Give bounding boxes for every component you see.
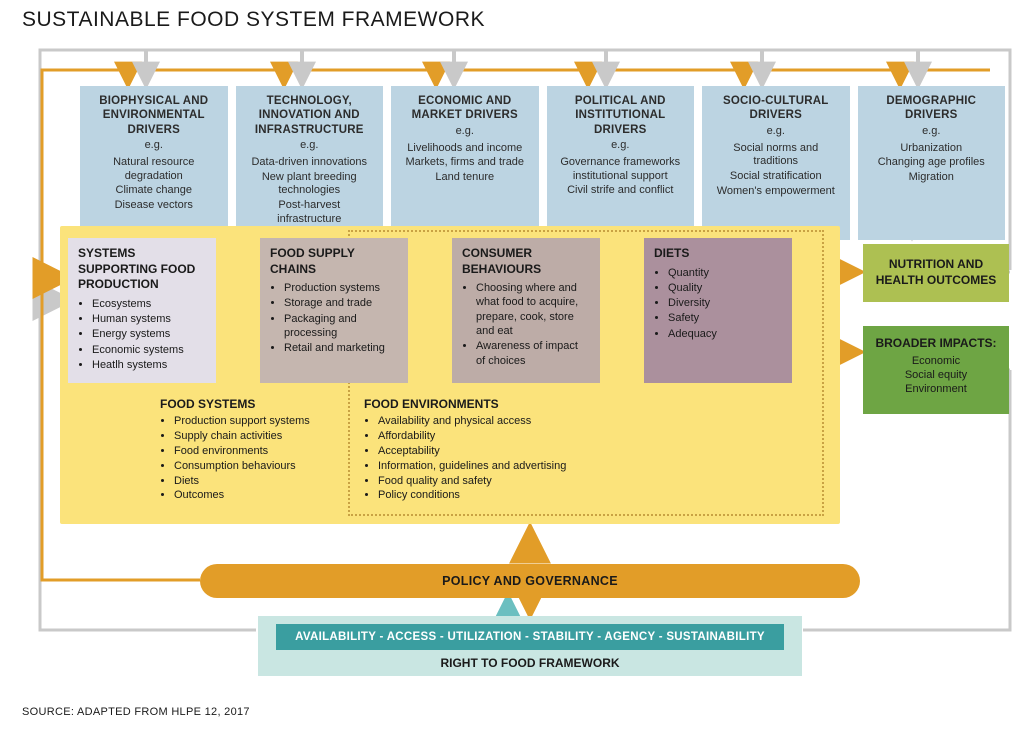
driver-item: Social norms and traditions — [712, 142, 840, 170]
driver-title: TECHNOLOGY, INNOVATION AND INFRASTRUCTUR… — [246, 94, 374, 137]
list-item: Ecosystems — [92, 297, 206, 311]
list-item: Policy conditions — [378, 488, 624, 503]
driver-item: Climate change — [90, 184, 218, 198]
rtf-label: RIGHT TO FOOD FRAMEWORK — [258, 656, 802, 670]
list-item: Information, guidelines and advertising — [378, 459, 624, 474]
driver-item: Disease vectors — [90, 199, 218, 213]
driver-item: Post-harvest infrastructure — [246, 199, 374, 227]
list-item: Packaging and processing — [284, 312, 398, 341]
broader-item: Social equity — [873, 368, 999, 382]
driver-item: New plant breeding technologies — [246, 171, 374, 199]
box-nutrition-health-outcomes: NUTRITION AND HEALTH OUTCOMES — [863, 244, 1009, 302]
source-credit: SOURCE: ADAPTED FROM HLPE 12, 2017 — [22, 706, 250, 718]
driver-item: Data-driven innovations — [246, 156, 374, 170]
chain-row: SYSTEMS SUPPORTING FOOD PRODUCTION Ecosy… — [68, 238, 792, 383]
list-item: Heatlh systems — [92, 358, 206, 372]
driver-item: Women's empowerment — [712, 185, 840, 199]
list-item: Production systems — [284, 281, 398, 295]
list-item: Energy systems — [92, 327, 206, 341]
box-title: CONSUMER BEHAVIOURS — [462, 246, 590, 277]
eg-label: e.g. — [246, 139, 374, 153]
list-item: Quantity — [668, 266, 782, 280]
driver-title: ECONOMIC AND MARKET DRIVERS — [401, 94, 529, 123]
list-item: Adequacy — [668, 327, 782, 341]
list-item: Acceptability — [378, 444, 624, 459]
driver-item: Land tenure — [401, 171, 529, 185]
rtf-principles-bar: AVAILABILITY - ACCESS - UTILIZATION - ST… — [276, 624, 784, 650]
eg-label: e.g. — [557, 139, 685, 153]
list-item: Awareness of impact of choices — [476, 339, 590, 368]
list-title: FOOD SYSTEMS — [160, 396, 340, 412]
eg-label: e.g. — [401, 125, 529, 139]
list-item: Safety — [668, 311, 782, 325]
box-title: SYSTEMS SUPPORTING FOOD PRODUCTION — [78, 246, 206, 293]
list-item: Human systems — [92, 312, 206, 326]
list-item: Supply chain activities — [174, 429, 340, 444]
box-title: BROADER IMPACTS: — [873, 336, 999, 352]
list-item: Outcomes — [174, 488, 340, 503]
list-item: Food quality and safety — [378, 474, 624, 489]
drivers-row: BIOPHYSICAL AND ENVIRONMENTAL DRIVERS e.g… — [80, 86, 1005, 240]
driver-box: BIOPHYSICAL AND ENVIRONMENTAL DRIVERS e.g… — [80, 86, 228, 240]
food-environments-list: FOOD ENVIRONMENTS Availability and physi… — [364, 396, 624, 503]
driver-title: SOCIO-CULTURAL DRIVERS — [712, 94, 840, 123]
driver-box: POLITICAL AND INSTITUTIONAL DRIVERS e.g. G… — [547, 86, 695, 240]
eg-label: e.g. — [90, 139, 218, 153]
policy-governance-bar: POLICY AND GOVERNANCE — [200, 564, 860, 598]
box-title: DIETS — [654, 246, 782, 262]
food-systems-list: FOOD SYSTEMS Production support systemsS… — [160, 396, 340, 503]
driver-title: DEMOGRAPHIC DRIVERS — [868, 94, 996, 123]
list-item: Affordability — [378, 429, 624, 444]
list-item: Diets — [174, 474, 340, 489]
driver-item: Changing age profiles — [868, 156, 996, 170]
list-item: Quality — [668, 281, 782, 295]
box-title: FOOD SUPPLY CHAINS — [270, 246, 398, 277]
driver-box: SOCIO-CULTURAL DRIVERS e.g. Social norms a… — [702, 86, 850, 240]
eg-label: e.g. — [868, 125, 996, 139]
driver-box: DEMOGRAPHIC DRIVERS e.g. UrbanizationChang… — [858, 86, 1006, 240]
right-to-food-framework: AVAILABILITY - ACCESS - UTILIZATION - ST… — [258, 616, 802, 676]
driver-item: Governance frameworks institutional supp… — [557, 156, 685, 184]
list-item: Retail and marketing — [284, 341, 398, 355]
list-item: Food environments — [174, 444, 340, 459]
list-item: Choosing where and what food to acquire,… — [476, 281, 590, 338]
list-item: Economic systems — [92, 343, 206, 357]
box-systems-supporting-production: SYSTEMS SUPPORTING FOOD PRODUCTION Ecosy… — [68, 238, 216, 383]
box-food-supply-chains: FOOD SUPPLY CHAINS Production systemsSto… — [260, 238, 408, 383]
box-consumer-behaviours: CONSUMER BEHAVIOURS Choosing where and w… — [452, 238, 600, 383]
broader-item: Environment — [873, 382, 999, 396]
list-item: Production support systems — [174, 414, 340, 429]
driver-item: Urbanization — [868, 142, 996, 156]
eg-label: e.g. — [712, 125, 840, 139]
driver-item: Social stratification — [712, 170, 840, 184]
driver-item: Migration — [868, 171, 996, 185]
driver-item: Civil strife and conflict — [557, 184, 685, 198]
list-item: Diversity — [668, 296, 782, 310]
driver-title: BIOPHYSICAL AND ENVIRONMENTAL DRIVERS — [90, 94, 218, 137]
list-item: Consumption behaviours — [174, 459, 340, 474]
box-diets: DIETS QuantityQualityDiversitySafety Adeq… — [644, 238, 792, 383]
driver-box: TECHNOLOGY, INNOVATION AND INFRASTRUCTUR… — [236, 86, 384, 240]
driver-box: ECONOMIC AND MARKET DRIVERS e.g. Livelihoo… — [391, 86, 539, 240]
driver-item: Markets, firms and trade — [401, 156, 529, 170]
broader-item: Economic — [873, 354, 999, 368]
driver-item: Natural resource degradation — [90, 156, 218, 184]
list-item: Availability and physical access — [378, 414, 624, 429]
driver-title: POLITICAL AND INSTITUTIONAL DRIVERS — [557, 94, 685, 137]
box-broader-impacts: BROADER IMPACTS: EconomicSocial equityEn… — [863, 326, 1009, 414]
list-title: FOOD ENVIRONMENTS — [364, 396, 624, 412]
page-title: SUSTAINABLE FOOD SYSTEM FRAMEWORK — [22, 8, 485, 32]
list-item: Storage and trade — [284, 296, 398, 310]
driver-item: Livelihoods and income — [401, 142, 529, 156]
